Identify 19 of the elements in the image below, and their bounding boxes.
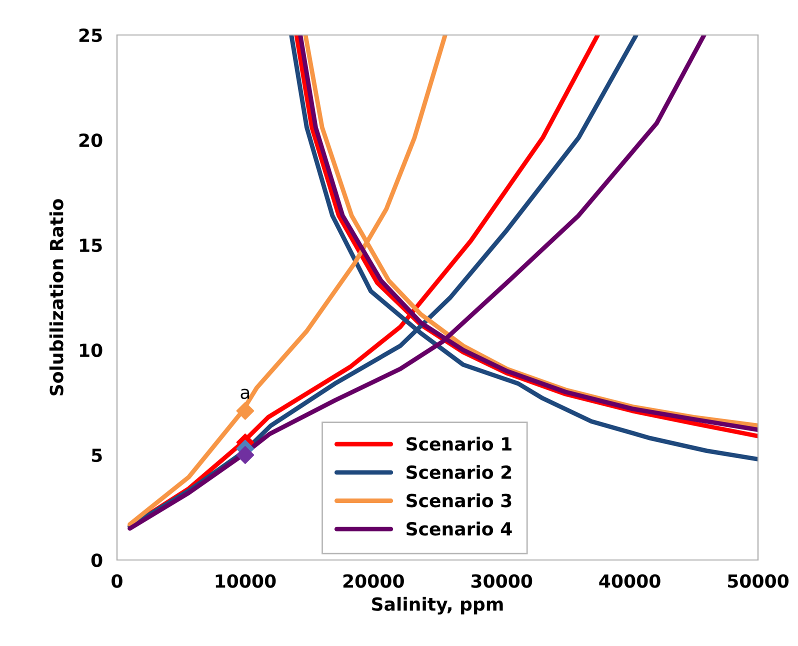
y-tick-label: 5 bbox=[92, 448, 102, 462]
legend-label: Scenario 3 bbox=[406, 493, 512, 508]
y-tick-label: 0 bbox=[91, 553, 102, 568]
legend-label: Scenario 4 bbox=[406, 522, 512, 536]
x-tick-label: 40000 bbox=[599, 574, 660, 588]
x-tick-label: 20000 bbox=[343, 574, 404, 588]
annotation: a bbox=[240, 388, 250, 400]
x-tick-label: 10000 bbox=[216, 574, 276, 588]
x-tick-label: 50000 bbox=[728, 574, 789, 588]
y-tick-label: 15 bbox=[80, 238, 102, 252]
x-axis-title: Salinity, ppm bbox=[372, 596, 503, 615]
y-tick-label: 10 bbox=[80, 343, 102, 358]
x-tick-label: 30000 bbox=[471, 574, 532, 588]
y-tick-label: 20 bbox=[79, 133, 102, 148]
x-tick-label: 0 bbox=[112, 574, 122, 588]
y-axis-title: Solubilization Ratio bbox=[49, 199, 64, 396]
legend-label: Scenario 2 bbox=[406, 465, 512, 480]
y-tick-label: 25 bbox=[79, 28, 102, 42]
legend-label: Scenario 1 bbox=[406, 436, 512, 451]
